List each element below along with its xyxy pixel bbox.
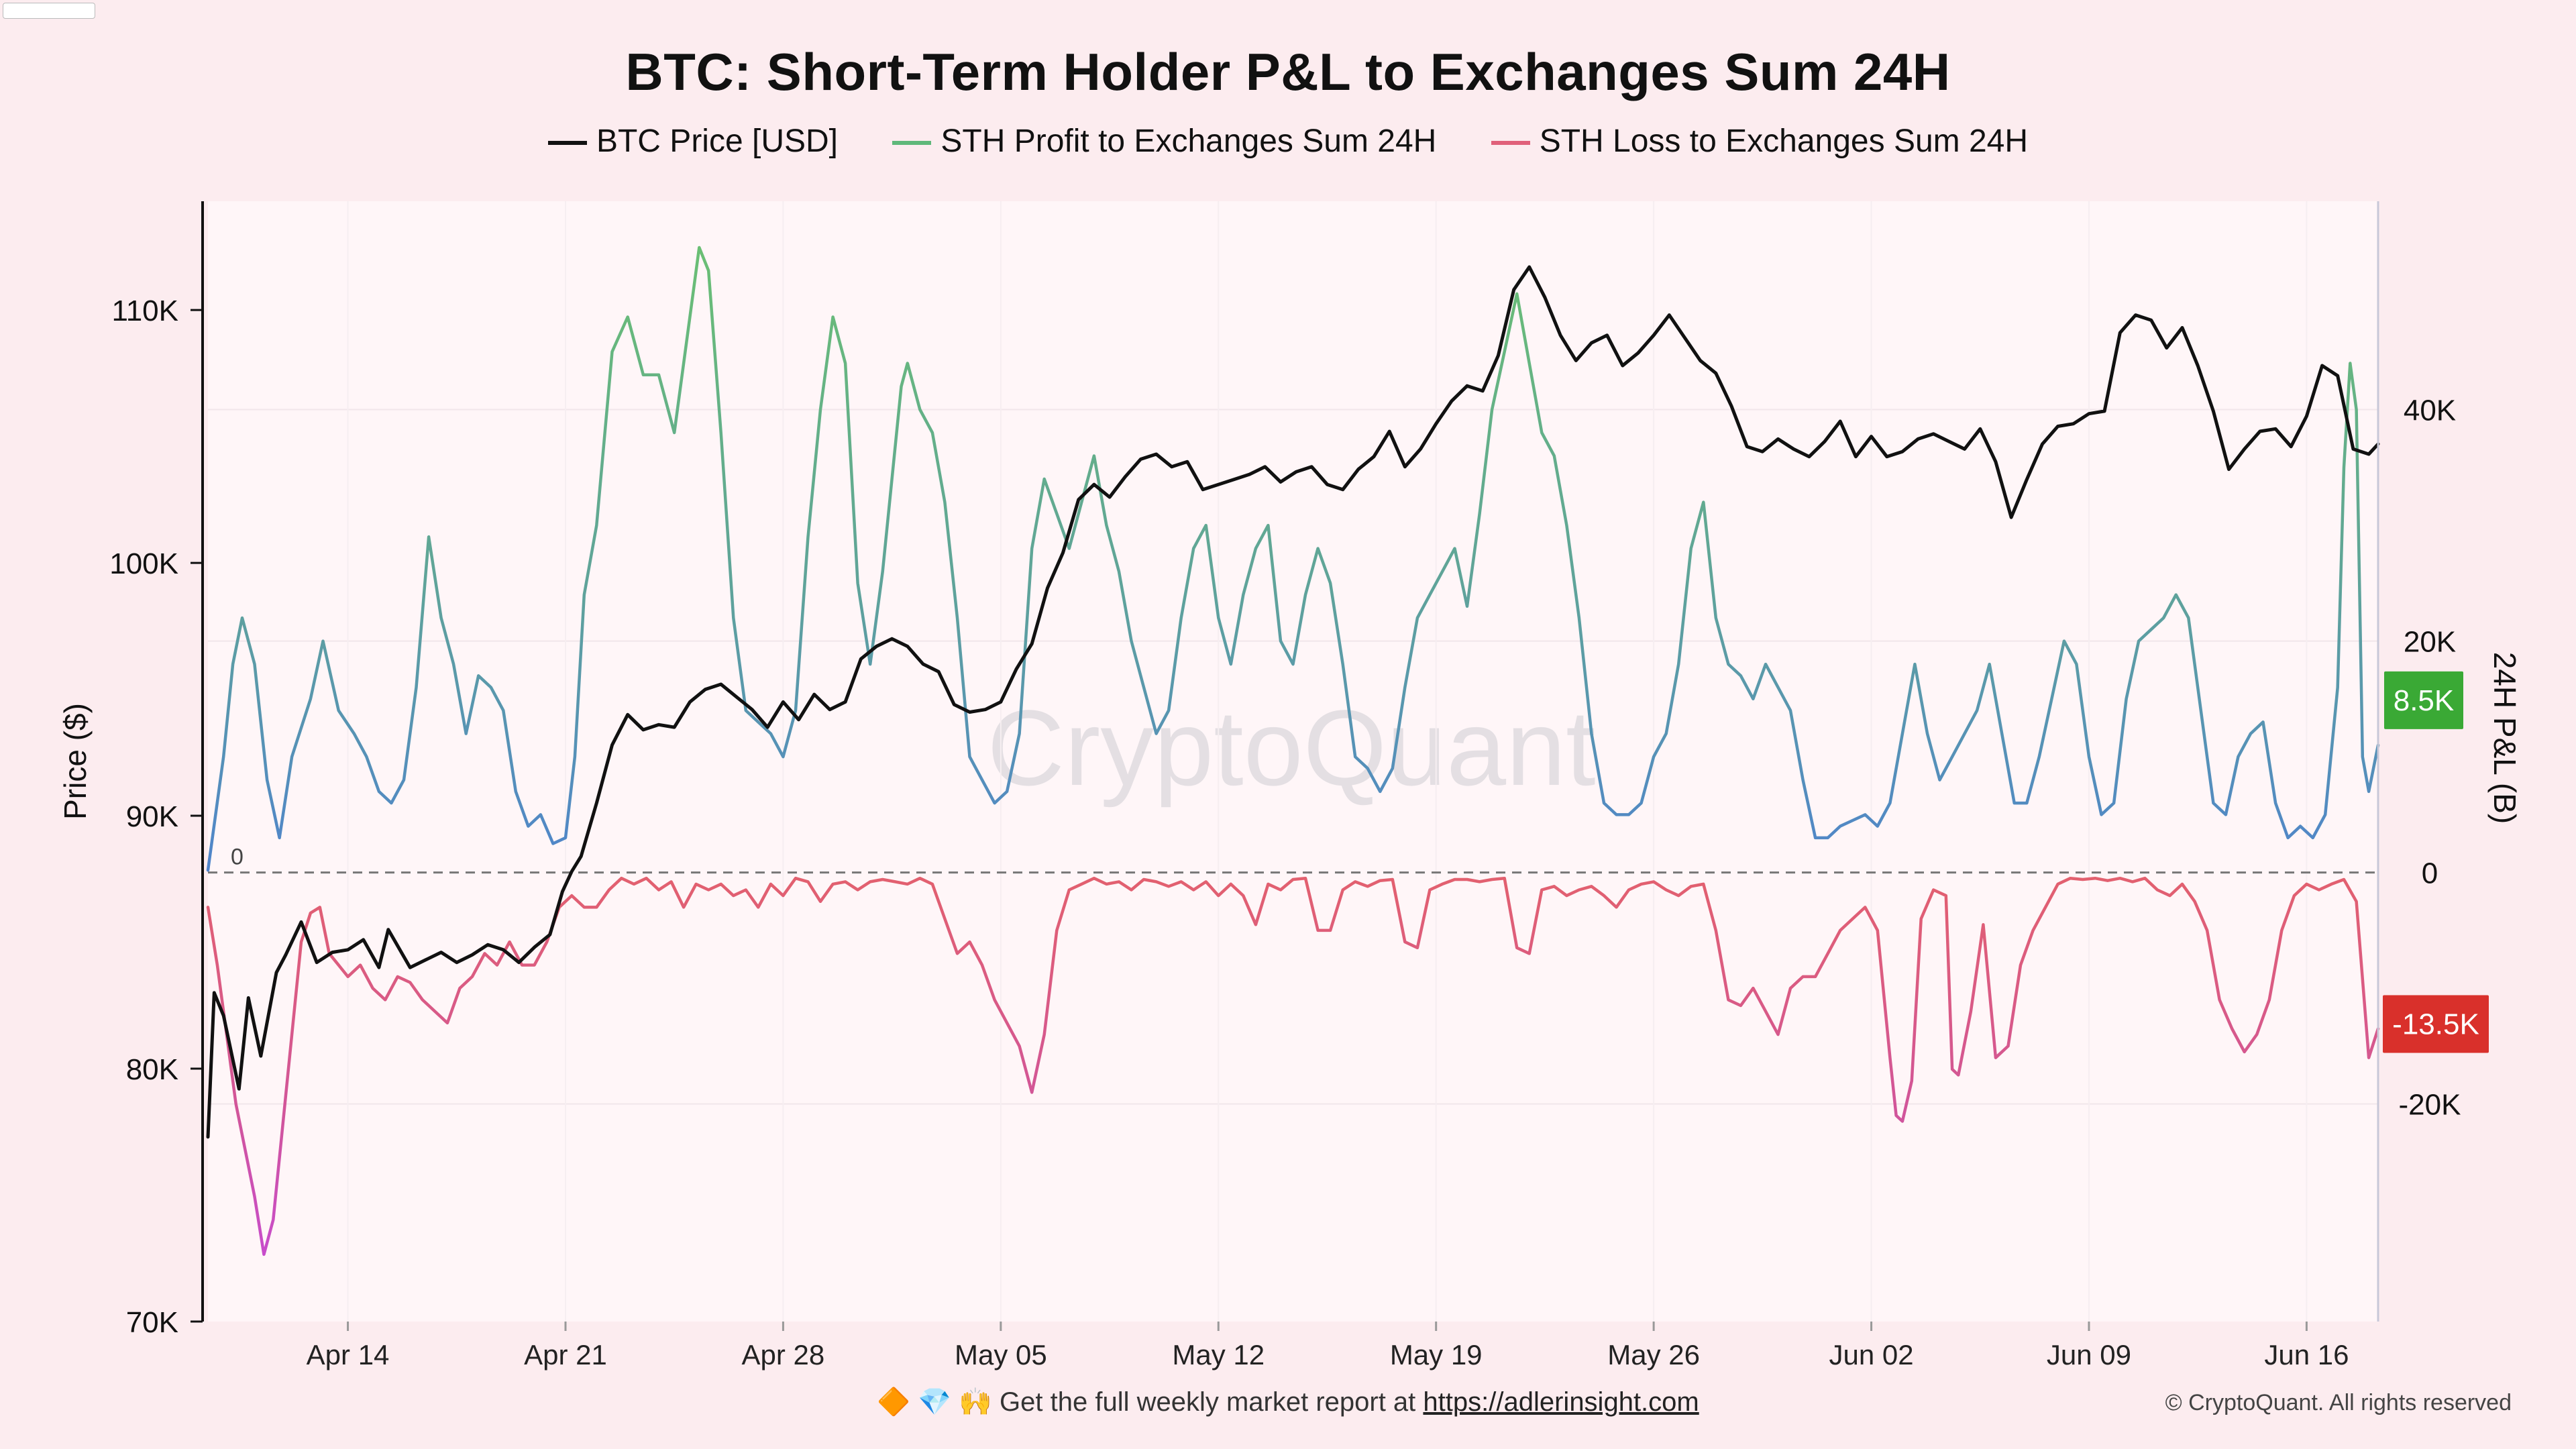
- footer-link[interactable]: https://adlerinsight.com: [1423, 1387, 1699, 1417]
- zero-label: 0: [231, 845, 244, 870]
- right-tick-label: 0: [2422, 857, 2438, 890]
- right-tick-label: -20K: [2399, 1089, 2461, 1122]
- x-tick-label: Apr 21: [524, 1339, 607, 1371]
- legend-swatch-price: [547, 141, 587, 146]
- current-profit-value: 8.5K: [2394, 684, 2455, 717]
- current-loss-badge: -13.5K: [2383, 995, 2489, 1053]
- right-axis-title: 24H P&L (B): [2487, 652, 2522, 824]
- current-profit-badge: 8.5K: [2384, 671, 2463, 729]
- legend-item-price[interactable]: BTC Price [USD]: [547, 123, 839, 160]
- x-axis-ticks: Apr 14 Apr 21 Apr 28 May 05 May 12 May 19 May …: [307, 1322, 2349, 1371]
- right-tick-label: 40K: [2404, 394, 2456, 427]
- footer-text: Get the full weekly market report at: [1000, 1387, 1416, 1417]
- footer-emoji: 🔶 💎 🙌: [877, 1387, 992, 1417]
- current-loss-badge-bg: [2383, 995, 2489, 1053]
- x-tick-label: Jun 09: [2047, 1339, 2131, 1371]
- x-tick-label: May 19: [1390, 1339, 1483, 1371]
- left-axis-ticks: 70K 80K 90K 100K 110K: [109, 294, 203, 1339]
- copyright: © CryptoQuant. All rights reserved: [2165, 1390, 2512, 1415]
- legend: BTC Price [USD] STH Profit to Exchanges …: [0, 123, 2576, 160]
- legend-swatch-profit: [892, 141, 932, 146]
- x-tick-label: Jun 16: [2264, 1339, 2349, 1371]
- current-profit-badge-bg: [2384, 671, 2463, 729]
- current-loss-value: -13.5K: [2392, 1008, 2479, 1041]
- plot-background: [208, 201, 2378, 1322]
- watermark: CryptoQuant: [987, 688, 1595, 808]
- left-axis-title: Price ($): [58, 703, 93, 820]
- right-tick-label: 20K: [2404, 626, 2456, 659]
- x-tick-label: May 05: [955, 1339, 1047, 1371]
- x-tick-label: May 26: [1607, 1339, 1700, 1371]
- legend-swatch-loss: [1491, 141, 1530, 146]
- site-logo: [3, 3, 95, 19]
- left-tick-label: 100K: [109, 547, 178, 580]
- x-tick-label: May 12: [1172, 1339, 1265, 1371]
- left-tick-label: 80K: [126, 1053, 178, 1086]
- series-layer: [206, 246, 2380, 1256]
- x-tick-label: Apr 14: [307, 1339, 390, 1371]
- series-line-profit: [206, 246, 2380, 872]
- left-tick-label: 70K: [126, 1306, 178, 1339]
- legend-item-loss[interactable]: STH Loss to Exchanges Sum 24H: [1491, 123, 2028, 160]
- left-tick-label: 90K: [126, 800, 178, 833]
- left-tick-label: 110K: [112, 294, 179, 327]
- x-tick-label: Jun 02: [1829, 1339, 1913, 1371]
- legend-label-profit: STH Profit to Exchanges Sum 24H: [941, 123, 1437, 159]
- legend-item-profit[interactable]: STH Profit to Exchanges Sum 24H: [892, 123, 1436, 160]
- footer: 🔶 💎 🙌 Get the full weekly market report …: [0, 1386, 2576, 1417]
- legend-label-loss: STH Loss to Exchanges Sum 24H: [1539, 123, 2029, 159]
- x-tick-label: Apr 28: [742, 1339, 825, 1371]
- series-line-price: [206, 265, 2380, 1139]
- legend-label-price: BTC Price [USD]: [596, 123, 839, 159]
- gridlines: [208, 201, 2378, 1322]
- chart-title: BTC: Short-Term Holder P&L to Exchanges …: [625, 42, 1951, 101]
- right-axis-ticks: -20K 0 20K 40K: [2399, 394, 2461, 1122]
- series-line-loss: [206, 876, 2380, 1256]
